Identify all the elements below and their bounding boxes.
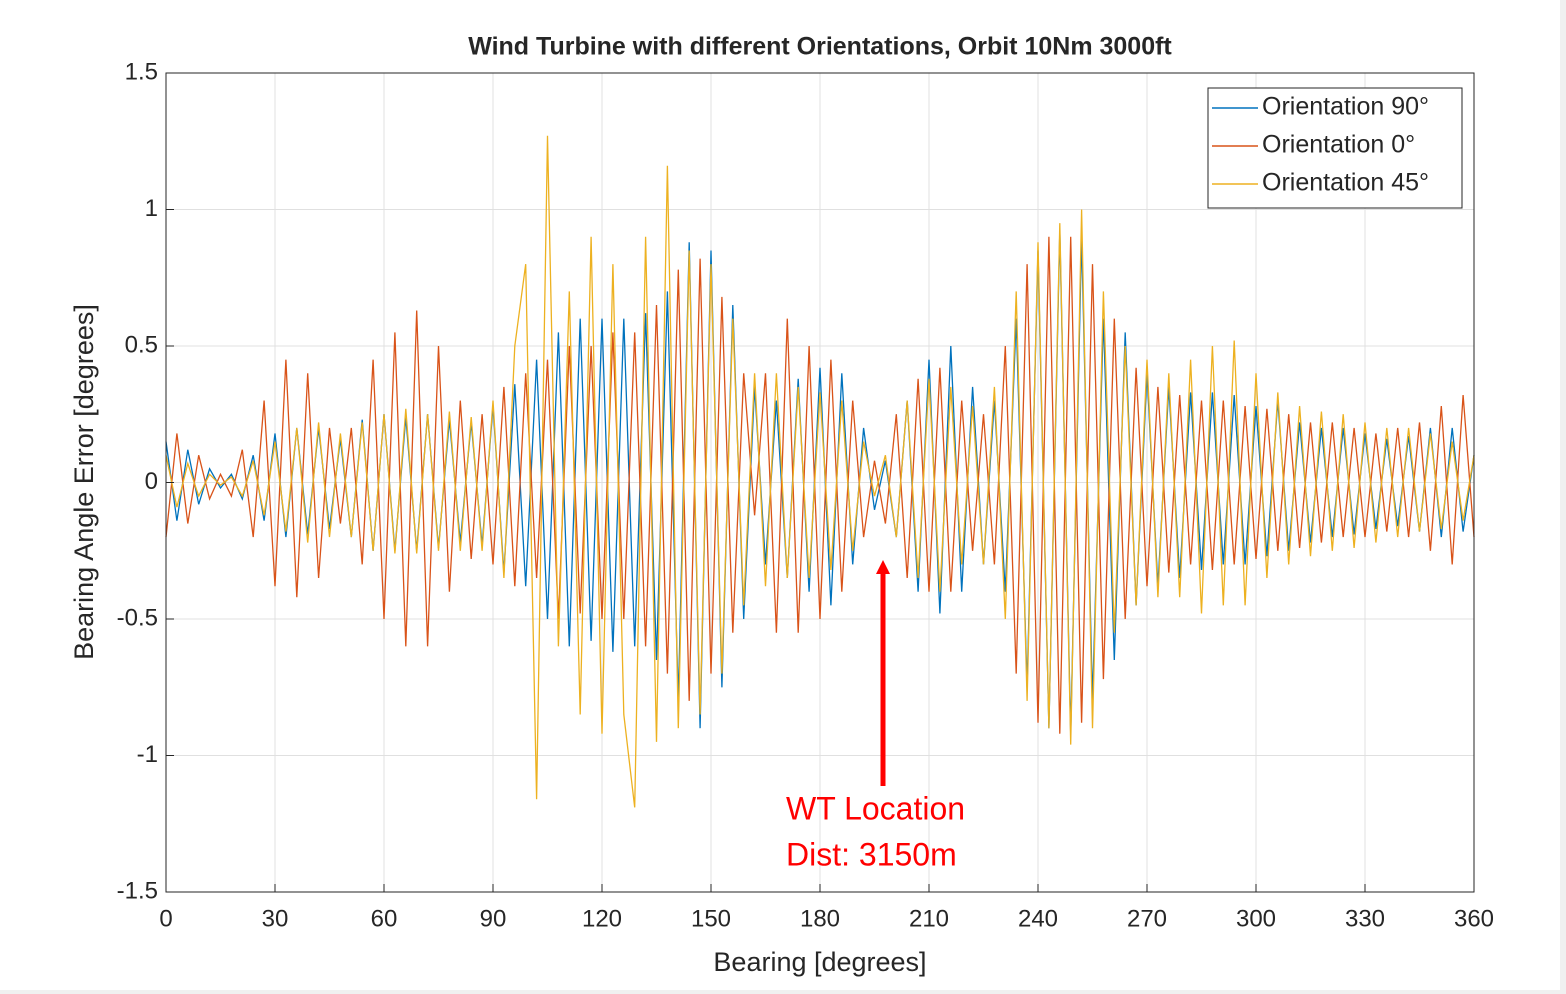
x-tick-label: 270: [1127, 905, 1167, 932]
annotation-arrow: [876, 560, 890, 786]
y-tick-label: -1.5: [117, 877, 158, 904]
annotation-text: WT Location: [786, 790, 965, 826]
legend-label: Orientation 45°: [1262, 169, 1429, 197]
y-tick-label: -0.5: [117, 604, 158, 631]
series-line: [165, 236, 1475, 734]
x-tick-label: 150: [691, 905, 731, 932]
x-tick-label: 180: [800, 905, 840, 932]
x-tick-label: 30: [262, 905, 289, 932]
x-tick-label: 60: [371, 905, 398, 932]
x-axis-label: Bearing [degrees]: [713, 947, 926, 977]
chart-title: Wind Turbine with different Orientations…: [468, 33, 1172, 61]
y-tick-label: 1.5: [125, 58, 158, 85]
y-tick-label: 1: [145, 195, 158, 222]
lines: [165, 135, 1475, 808]
y-axis-label: Bearing Angle Error [degrees]: [69, 304, 99, 660]
x-tick-label: 210: [909, 905, 949, 932]
x-tick-label: 240: [1018, 905, 1058, 932]
legend-label: Orientation 0°: [1262, 131, 1415, 159]
series-line: [165, 135, 1475, 808]
x-tick-label: 300: [1236, 905, 1276, 932]
y-tick-label: 0.5: [125, 331, 158, 358]
legend-label: Orientation 90°: [1262, 93, 1429, 121]
x-tick-label: 90: [480, 905, 507, 932]
x-tick-label: 0: [159, 905, 172, 932]
legend: Orientation 90° Orientation 0° Orientation…: [1207, 87, 1463, 209]
x-tick-label: 330: [1345, 905, 1385, 932]
annotation-text: Dist: 3150m: [786, 836, 957, 872]
y-tick-label: 0: [145, 468, 158, 495]
x-tick-label: 120: [582, 905, 622, 932]
y-tick-label: -1: [137, 741, 158, 768]
x-tick-label: 360: [1454, 905, 1494, 932]
